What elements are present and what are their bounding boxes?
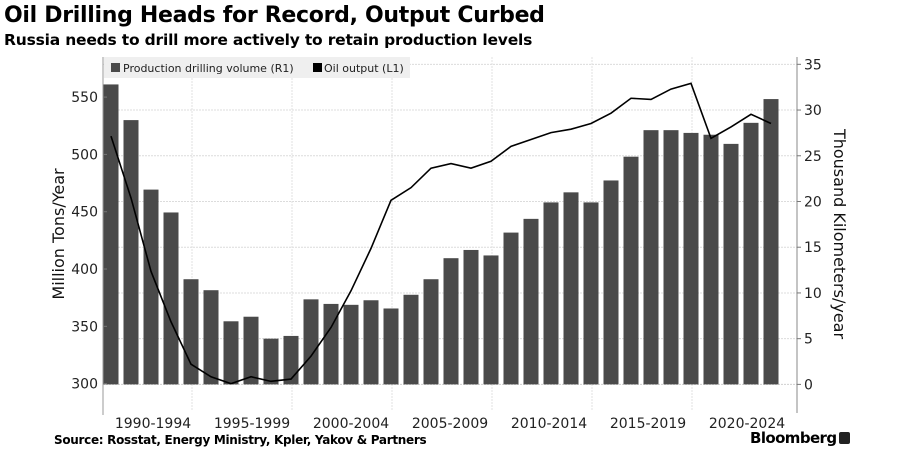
chart-title: Oil Drilling Heads for Record, Output Cu… <box>4 3 545 28</box>
bar-1996 <box>223 321 239 385</box>
bar-2014 <box>583 202 599 385</box>
right-tick-label: 25 <box>804 149 822 165</box>
legend-box <box>104 57 410 78</box>
bar-2011 <box>523 218 539 385</box>
bar-2004 <box>383 308 399 385</box>
bar-1995 <box>203 290 219 385</box>
x-tick-label: 2005-2009 <box>412 416 488 432</box>
bar-2020 <box>703 134 719 385</box>
bar-2019 <box>683 132 699 385</box>
legend-label-line: Oil output (L1) <box>324 62 404 75</box>
left-tick-label: 300 <box>71 377 98 393</box>
bar-2021 <box>723 143 739 385</box>
left-tick-label: 550 <box>71 90 98 106</box>
x-tick-label: 2015-2019 <box>610 416 686 432</box>
x-tick-label: 2020-2024 <box>709 416 785 432</box>
left-axis-title: Million Tons/Year <box>49 168 68 300</box>
bar-2015 <box>603 180 619 385</box>
left-tick-label: 450 <box>71 205 98 221</box>
right-axis-title: Thousand Kilometers/year <box>830 128 849 340</box>
bar-2008 <box>463 249 479 385</box>
left-tick-label: 500 <box>71 147 98 163</box>
legend-label-bars: Production drilling volume (R1) <box>123 62 294 75</box>
legend-swatch-line <box>313 63 322 72</box>
bar-2016 <box>623 156 639 385</box>
bar-2003 <box>363 300 379 385</box>
x-tick-label: 1995-1999 <box>214 416 290 432</box>
bar-2017 <box>643 130 659 385</box>
source-note: Source: Rosstat, Energy Ministry, Kpler,… <box>54 433 427 447</box>
right-tick-label: 10 <box>804 286 822 302</box>
bar-2023 <box>763 99 779 385</box>
x-tick-label: 1990-1994 <box>115 416 191 432</box>
bar-1998 <box>263 338 279 385</box>
bar-1999 <box>283 335 299 385</box>
bar-2010 <box>503 232 519 385</box>
bloomberg-logo: Bloomberg <box>750 429 851 447</box>
right-tick-label: 35 <box>804 57 822 73</box>
left-tick-label: 400 <box>71 262 98 278</box>
bloomberg-logo-icon <box>839 432 851 444</box>
bar-1997 <box>243 316 259 385</box>
bar-2012 <box>543 202 559 385</box>
legend-swatch-bars <box>111 63 120 72</box>
bar-2009 <box>483 255 499 385</box>
bar-1994 <box>183 279 199 385</box>
bar-2000 <box>303 299 319 385</box>
bar-2018 <box>663 130 679 385</box>
bar-2007 <box>443 258 459 385</box>
right-tick-label: 20 <box>804 194 822 210</box>
x-tick-label: 2000-2004 <box>313 416 389 432</box>
bar-1993 <box>163 212 179 385</box>
bar-2006 <box>423 279 439 385</box>
logo-text: Bloomberg <box>750 429 837 447</box>
bar-1990 <box>103 84 119 385</box>
bar-1992 <box>143 189 159 385</box>
bar-2001 <box>323 303 339 385</box>
bar-2002 <box>343 304 359 385</box>
x-tick-label: 2010-2014 <box>511 416 587 432</box>
bar-1991 <box>123 120 139 385</box>
right-tick-label: 5 <box>804 332 813 348</box>
oil-output-line <box>110 82 772 385</box>
chart-subtitle: Russia needs to drill more actively to r… <box>4 31 533 49</box>
bar-2022 <box>743 122 759 385</box>
right-tick-label: 15 <box>804 240 822 256</box>
right-tick-label: 0 <box>804 377 813 393</box>
left-tick-label: 350 <box>71 319 98 335</box>
right-tick-label: 30 <box>804 103 822 119</box>
bar-2005 <box>403 294 419 385</box>
bar-2013 <box>563 192 579 385</box>
